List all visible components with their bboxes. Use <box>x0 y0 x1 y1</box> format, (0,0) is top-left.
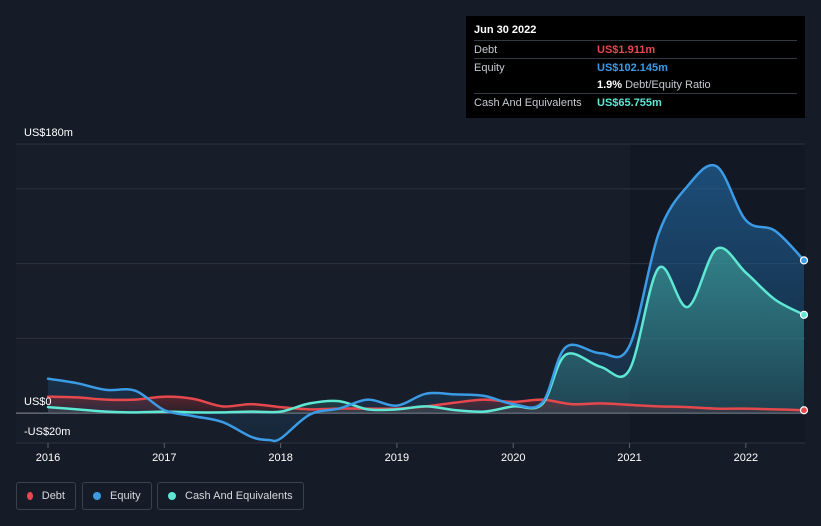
area-equity <box>48 165 804 441</box>
series-lines <box>46 163 806 443</box>
tooltip-debt-value: US$1.911m <box>597 43 656 56</box>
x-axis-labels: 2016 2017 2018 2019 2020 2021 2022 <box>36 443 758 464</box>
x-tick-label-2022: 2022 <box>734 452 758 464</box>
legend-debt-dot-icon <box>27 492 33 500</box>
tooltip-row-equity: Equity US$102.145m <box>474 58 797 76</box>
x-tick-label-2016: 2016 <box>36 452 60 464</box>
marker-equity <box>799 256 809 265</box>
series-areas <box>48 165 804 441</box>
x-tick-label-2017: 2017 <box>152 452 176 464</box>
legend-item-debt[interactable]: Debt <box>16 482 76 510</box>
tooltip-equity-value: US$102.145m <box>597 61 668 74</box>
legend-equity-dot-icon <box>93 492 101 500</box>
tooltip-cash-label: Cash And Equivalents <box>474 96 582 109</box>
legend-debt-label: Debt <box>41 490 65 502</box>
y-tick-label-0: US$0 <box>24 396 52 408</box>
tooltip-debt-label: Debt <box>474 43 498 56</box>
tooltip-cash-value: US$65.755m <box>597 96 662 109</box>
x-tick-label-2019: 2019 <box>385 452 409 464</box>
series-end-markers <box>799 256 809 415</box>
area-cash-and-equivalents <box>48 247 804 414</box>
tooltip-row-cash: Cash And Equivalents US$65.755m <box>474 93 797 111</box>
tooltip-ratio-caption: Debt/Equity Ratio <box>625 78 711 91</box>
tooltip-date: Jun 30 2022 <box>474 24 537 36</box>
marker-cash-and-equivalents <box>799 310 809 319</box>
area-debt <box>48 396 804 414</box>
y-tick-label-180: US$180m <box>24 127 73 139</box>
tooltip-row-ratio: 1.9% Debt/Equity Ratio <box>474 76 797 93</box>
x-tick-label-2018: 2018 <box>268 452 292 464</box>
y-axis-labels: US$180m US$0 -US$20m <box>24 127 73 438</box>
legend-equity-label: Equity <box>110 490 141 502</box>
x-tick-label-2021: 2021 <box>617 452 641 464</box>
legend-cash-dot-icon <box>168 492 176 500</box>
line-equity <box>46 163 806 443</box>
legend-cash-label: Cash And Equivalents <box>185 490 293 502</box>
data-tooltip: Jun 30 2022 Debt US$1.911m Equity US$102… <box>466 16 805 118</box>
x-tick-label-2020: 2020 <box>501 452 525 464</box>
line-cash-and-equivalents <box>46 246 806 414</box>
marker-debt <box>799 406 809 415</box>
legend-item-cash[interactable]: Cash And Equivalents <box>157 482 304 510</box>
legend-item-equity[interactable]: Equity <box>82 482 152 510</box>
tooltip-ratio-value: 1.9% <box>597 78 623 91</box>
tooltip-equity-label: Equity <box>474 61 505 74</box>
tooltip-row-debt: Debt US$1.911m <box>474 40 797 58</box>
y-tick-label-neg20: -US$20m <box>24 426 70 438</box>
